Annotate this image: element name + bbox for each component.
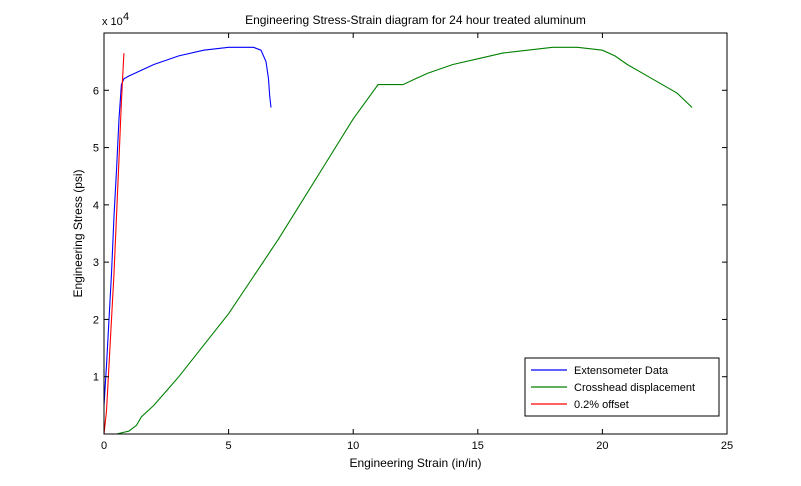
y-tick-label: 6 bbox=[93, 85, 99, 97]
legend-label-2: 0.2% offset bbox=[574, 399, 629, 411]
y-tick-label: 2 bbox=[93, 314, 99, 326]
x-tick-label: 10 bbox=[347, 440, 359, 452]
y-axis-ticks: 1 2 3 4 5 6 bbox=[93, 85, 727, 384]
y-tick-label: 1 bbox=[93, 372, 99, 384]
x-tick-label: 15 bbox=[472, 440, 484, 452]
x-tick-label: 0 bbox=[101, 440, 107, 452]
legend-label-0: Extensometer Data bbox=[574, 365, 669, 377]
chart-title: Engineering Stress-Strain diagram for 24… bbox=[245, 13, 586, 27]
x-tick-label: 25 bbox=[721, 440, 733, 452]
legend-label-1: Crosshead displacement bbox=[574, 382, 695, 394]
plot-frame bbox=[103, 32, 728, 435]
series-line-0 bbox=[103, 46, 272, 406]
series-layer bbox=[103, 46, 693, 435]
x-axis-label: Engineering Strain (in/in) bbox=[349, 456, 481, 470]
y-axis-multiplier-exponent: 4 bbox=[123, 11, 129, 23]
y-axis-multiplier: x 10 bbox=[102, 16, 123, 28]
x-axis-ticks: 0 5 10 15 20 25 bbox=[101, 33, 733, 452]
y-tick-label: 4 bbox=[93, 200, 99, 212]
y-tick-label: 3 bbox=[93, 257, 99, 269]
x-tick-label: 20 bbox=[596, 440, 608, 452]
series-line-2 bbox=[103, 53, 125, 435]
series-line-1 bbox=[116, 46, 693, 435]
y-axis-label: Engineering Stress (psi) bbox=[71, 169, 85, 297]
x-tick-label: 5 bbox=[226, 440, 232, 452]
legend: Extensometer Data Crosshead displacement 0… bbox=[524, 357, 720, 417]
y-tick-label: 5 bbox=[93, 143, 99, 155]
